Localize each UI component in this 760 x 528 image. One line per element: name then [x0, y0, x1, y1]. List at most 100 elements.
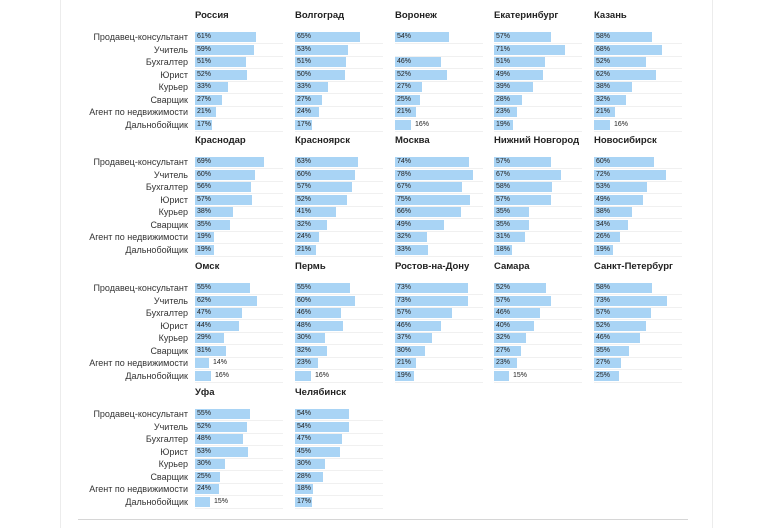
- bar: [295, 169, 355, 180]
- bar-track: [195, 470, 283, 471]
- bar-value-label: 35%: [496, 220, 511, 228]
- bar-track: [295, 344, 383, 345]
- bar: [295, 409, 349, 419]
- bar-value-label: 47%: [297, 435, 312, 442]
- bar-value-label: 29%: [197, 334, 212, 341]
- bar-value-label: 28%: [297, 472, 312, 480]
- bar: [494, 157, 551, 167]
- bar-track: [395, 319, 483, 320]
- bar-value-label: 75%: [397, 195, 412, 203]
- bar: [494, 57, 545, 67]
- bar-track: [295, 420, 383, 421]
- bar: [494, 283, 546, 293]
- bar: [395, 119, 411, 130]
- bar-track: [494, 356, 582, 358]
- frame-right-border: [712, 0, 713, 528]
- bar-track: [295, 230, 383, 232]
- bar-value-label: 28%: [496, 95, 511, 103]
- bar: [395, 333, 432, 343]
- category-label: Агент по недвижимости: [89, 107, 188, 117]
- bar: [594, 370, 619, 381]
- bar: [195, 169, 255, 180]
- bar-track: [195, 55, 283, 57]
- bar-track: [494, 306, 582, 308]
- bar-value-label: 48%: [197, 435, 212, 442]
- bar-value-label: 27%: [496, 346, 511, 354]
- bar: [295, 333, 325, 343]
- bar-value-label: 60%: [297, 296, 312, 304]
- bar-track: [494, 205, 582, 207]
- category-label: Дальнобойщик: [125, 119, 188, 130]
- bar-value-label: 72%: [596, 170, 611, 178]
- bar-value-label: 25%: [197, 472, 212, 480]
- bar-track: [195, 356, 283, 358]
- bar-value-label: 46%: [496, 309, 511, 316]
- bar: [195, 295, 257, 306]
- bar-track: [195, 306, 283, 308]
- bar-track: [594, 80, 682, 82]
- category-label: Бухгалтер: [145, 434, 188, 444]
- bar-track: [295, 168, 383, 169]
- bar: [594, 107, 615, 117]
- bar-track: [494, 118, 582, 119]
- bar-track: [295, 243, 383, 244]
- bar-value-label: 58%: [596, 284, 611, 291]
- bar: [295, 496, 312, 507]
- bar-value-label: 31%: [496, 233, 511, 240]
- bar-track: [295, 432, 383, 434]
- bar-track: [395, 356, 483, 358]
- bar: [395, 169, 473, 180]
- bar-track: [594, 294, 682, 295]
- bar-track: [494, 68, 582, 69]
- bar-value-label: 55%: [297, 284, 312, 291]
- bar-track: [195, 243, 283, 244]
- bar-value-label: 74%: [397, 158, 412, 165]
- bar-track: [494, 331, 582, 333]
- bar-track: [295, 55, 383, 57]
- bar: [594, 194, 643, 205]
- category-label: Сварщик: [150, 345, 188, 356]
- category-label: Учитель: [153, 169, 188, 180]
- bar-value-label: 21%: [397, 108, 412, 115]
- bar: [195, 471, 220, 482]
- bar-value-label: 58%: [596, 33, 611, 40]
- bar: [195, 232, 214, 242]
- bar-track: [594, 255, 682, 257]
- bar-track: [295, 381, 383, 383]
- bar-track: [295, 495, 383, 496]
- bar: [195, 459, 225, 469]
- bar-track: [494, 105, 582, 107]
- bar: [494, 82, 533, 92]
- bar-value-label: 50%: [297, 70, 312, 78]
- bar: [395, 320, 441, 331]
- bar-track: [195, 482, 283, 484]
- bar-track: [494, 55, 582, 57]
- bar-value-label: 54%: [397, 33, 412, 40]
- bar: [395, 244, 428, 255]
- bar-track: [594, 230, 682, 232]
- bar: [494, 308, 540, 318]
- bar-track: [594, 319, 682, 320]
- bar-value-label: 68%: [596, 45, 611, 53]
- bar-track: [494, 294, 582, 295]
- bar-track: [494, 381, 582, 383]
- bar-track: [195, 43, 283, 44]
- bar-value-label: 47%: [197, 309, 212, 316]
- bar: [295, 295, 355, 306]
- bar: [195, 283, 250, 293]
- category-label: Курьер: [158, 207, 188, 217]
- bar-track: [494, 218, 582, 219]
- bar-track: [195, 294, 283, 295]
- bar: [395, 94, 420, 105]
- bar-track: [494, 230, 582, 232]
- category-label: Учитель: [153, 421, 188, 432]
- bar: [494, 232, 525, 242]
- bar-value-label: 49%: [496, 70, 511, 78]
- category-label: Юрист: [160, 194, 188, 205]
- bar: [195, 57, 246, 67]
- bar: [494, 32, 551, 42]
- bar-track: [395, 118, 483, 119]
- bar-value-label: 27%: [397, 83, 412, 90]
- bar-value-label: 45%: [297, 447, 312, 455]
- bar-track: [195, 230, 283, 232]
